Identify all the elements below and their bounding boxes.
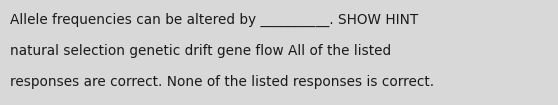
Text: Allele frequencies can be altered by __________. SHOW HINT: Allele frequencies can be altered by ___… [10,13,418,27]
Text: responses are correct. None of the listed responses is correct.: responses are correct. None of the liste… [10,75,434,89]
Text: natural selection genetic drift gene flow All of the listed: natural selection genetic drift gene flo… [10,44,391,58]
